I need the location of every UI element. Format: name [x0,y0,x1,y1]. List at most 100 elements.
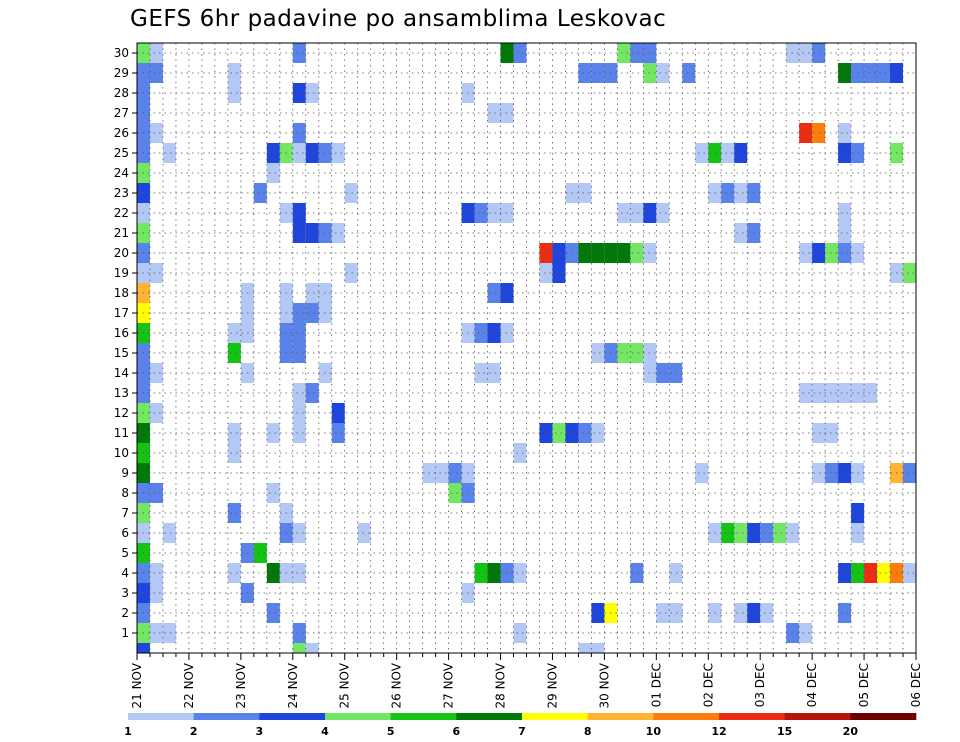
cell-member-11 [552,423,566,443]
cell-member-15 [630,343,644,363]
cell-member-23 [253,183,267,203]
y-tick-label: 20 [114,246,129,260]
cell-member-20 [591,243,605,263]
cell-member-13 [838,383,852,403]
cell-member-12 [331,403,345,423]
cell-member-20 [539,243,553,263]
y-tick-label: 28 [114,86,129,100]
y-tick-label: 6 [121,526,129,540]
cell-member-11 [331,423,345,443]
cell-member-22 [617,203,631,223]
cell-member-25 [695,143,709,163]
legend-swatch [259,713,326,720]
cell-member-29 [149,63,163,83]
x-tick-label: 04 DEC [805,663,819,707]
cell-member-2 [734,603,748,623]
y-tick-label: 27 [114,106,129,120]
cell-member-6 [773,523,787,543]
cell-member-20 [799,243,813,263]
legend-label: 7 [518,725,526,738]
cell-member-11 [578,423,592,443]
cell-member-30 [812,43,826,63]
cell-member-26 [799,123,813,143]
legend-swatch [587,713,654,720]
cell-member-19 [149,263,163,283]
legend-label: 3 [256,725,264,738]
cell-member-2 [760,603,774,623]
cell-member-2 [591,603,605,623]
y-axis: 1234567891011121314151617181920212223242… [114,46,137,640]
cell-member-6 [292,523,306,543]
cell-member-12 [292,403,306,423]
cell-member-26 [292,123,306,143]
legend-label: 1 [124,725,132,738]
chart-title: GEFS 6hr padavine po ansamblima Leskovac [130,6,667,32]
y-tick-label: 15 [114,346,129,360]
legend-label: 6 [453,725,461,738]
cell-member-19 [344,263,358,283]
y-tick-label: 26 [114,126,129,140]
x-tick-label: 23 NOV [234,662,248,708]
cell-member-26 [812,123,826,143]
x-tick-label: 26 NOV [390,662,404,708]
y-tick-label: 11 [114,426,129,440]
cell-member-28 [305,83,319,103]
color-legend: 1 2 3 4 5 6 7 8 10 12 15 20 [124,713,917,738]
cell-bottom-edge [578,643,592,653]
y-tick-label: 9 [121,466,129,480]
cell-member-13 [799,383,813,403]
cell-member-4 [513,563,527,583]
cell-member-4 [500,563,514,583]
cell-member-25 [292,143,306,163]
grid-lines [137,43,916,653]
cell-member-30 [292,43,306,63]
y-tick-label: 5 [121,546,129,560]
cell-member-9 [812,463,826,483]
x-tick-label: 28 NOV [494,662,508,708]
cell-member-26 [838,123,852,143]
cell-member-17 [292,303,306,323]
cell-member-8 [149,483,163,503]
cell-member-22 [500,203,514,223]
cell-member-26 [149,123,163,143]
cell-member-22 [838,203,852,223]
cell-member-16 [500,323,514,343]
x-tick-label: 29 NOV [545,662,559,708]
cell-member-25 [162,143,176,163]
cell-member-4 [864,563,878,583]
cell-member-25 [721,143,735,163]
cell-member-30 [617,43,631,63]
cell-member-29 [227,63,241,83]
y-tick-label: 29 [114,66,129,80]
legend-swatch [653,713,720,720]
cell-member-12 [149,403,163,423]
y-tick-label: 7 [121,506,129,520]
cell-member-14 [669,363,683,383]
legend-swatch [784,713,851,720]
cell-bottom-edge [292,643,306,653]
cell-member-15 [591,343,605,363]
cell-member-29 [877,63,891,83]
y-tick-label: 24 [114,166,129,180]
cell-member-21 [734,223,748,243]
legend-label: 10 [646,725,662,738]
legend-swatch [850,713,917,720]
cell-member-20 [630,243,644,263]
legend-swatch [522,713,588,720]
cell-member-22 [656,203,670,223]
cell-member-16 [474,323,488,343]
cell-member-29 [864,63,878,83]
cell-member-1 [292,623,306,643]
cell-member-1 [162,623,176,643]
cell-member-22 [474,203,488,223]
y-tick-label: 2 [121,606,129,620]
cell-member-3 [149,583,163,603]
cell-member-21 [838,223,852,243]
cell-member-9 [825,463,839,483]
cell-member-11 [812,423,826,443]
x-tick-label: 02 DEC [701,663,715,707]
cell-member-11 [591,423,605,443]
cell-member-22 [487,203,501,223]
x-tick-label: 30 NOV [597,662,611,708]
